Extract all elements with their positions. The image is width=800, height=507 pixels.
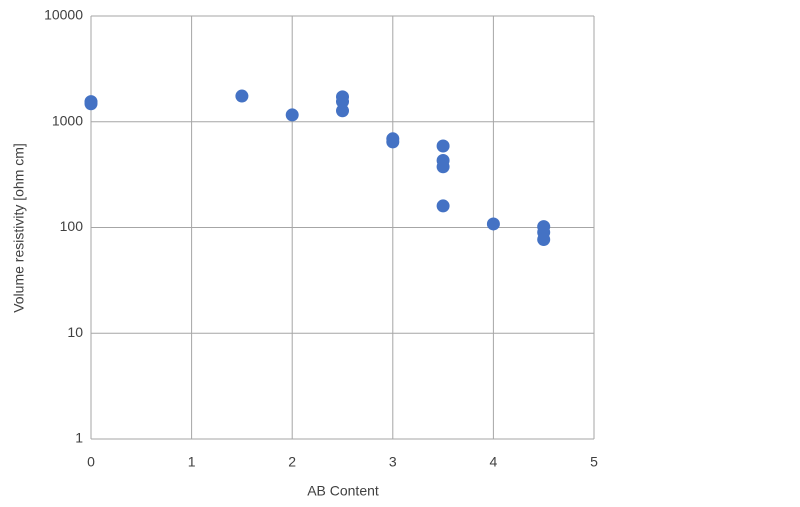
point [386, 135, 400, 149]
x-tick-label: 4 [490, 454, 498, 470]
x-tick-label: 0 [87, 454, 95, 470]
y-tick-label: 1 [75, 430, 83, 446]
x-axis-label: AB Content [307, 483, 379, 499]
y-tick-label: 10000 [44, 7, 83, 23]
point [235, 89, 249, 103]
point [336, 104, 349, 118]
point [436, 199, 450, 213]
x-tick-label: 1 [188, 454, 196, 470]
x-tick-label: 3 [389, 454, 397, 470]
y-tick-label: 100 [60, 218, 84, 234]
point [436, 139, 450, 153]
point [537, 233, 551, 247]
point [84, 97, 98, 111]
point [285, 108, 299, 122]
y-tick-label: 1000 [52, 112, 83, 128]
point [486, 217, 500, 231]
y-tick-label: 10 [67, 324, 83, 340]
x-tick-label: 2 [288, 454, 296, 470]
point [336, 95, 349, 109]
x-tick-label: 5 [590, 454, 598, 470]
y-axis-label: Volume resistivity [ohm cm] [11, 143, 27, 313]
point [436, 160, 450, 174]
